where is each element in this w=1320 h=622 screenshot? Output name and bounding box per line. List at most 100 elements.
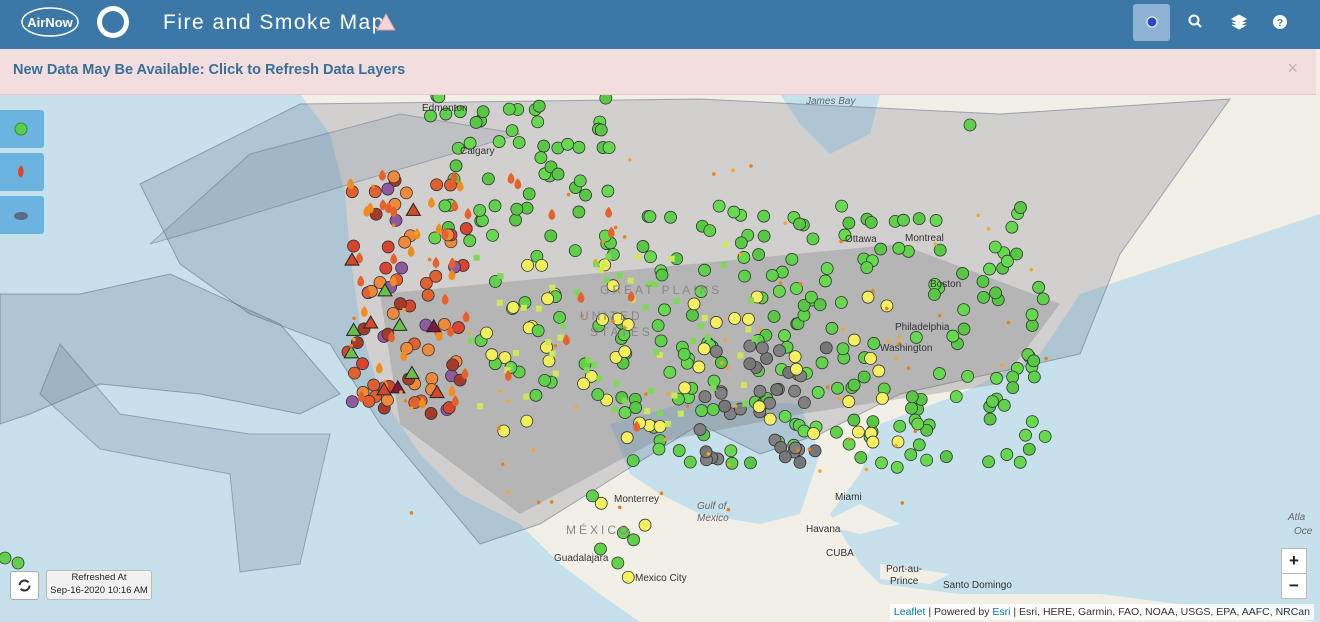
marker[interactable]	[452, 321, 465, 334]
marker[interactable]	[765, 268, 779, 282]
marker[interactable]	[506, 399, 511, 404]
marker[interactable]	[796, 448, 800, 453]
marker[interactable]	[437, 318, 451, 331]
marker[interactable]	[644, 250, 657, 264]
marker[interactable]	[404, 365, 420, 379]
marker[interactable]	[381, 240, 395, 254]
marker[interactable]	[788, 441, 802, 455]
marker[interactable]	[861, 290, 875, 304]
marker[interactable]	[549, 284, 556, 291]
marker[interactable]	[793, 217, 806, 231]
marker[interactable]	[645, 281, 652, 288]
marker[interactable]	[385, 202, 392, 214]
marker[interactable]	[403, 399, 408, 403]
marker[interactable]	[1038, 430, 1052, 443]
marker[interactable]	[712, 199, 726, 213]
marker[interactable]	[655, 268, 669, 282]
marker[interactable]	[450, 171, 458, 183]
marker[interactable]	[830, 425, 843, 439]
marker[interactable]	[825, 321, 839, 335]
marker[interactable]	[381, 182, 395, 196]
marker[interactable]	[709, 344, 723, 358]
marker[interactable]	[497, 426, 501, 431]
marker[interactable]	[770, 383, 784, 397]
marker[interactable]	[912, 212, 926, 226]
marker[interactable]	[897, 213, 910, 227]
marker[interactable]	[1027, 354, 1041, 368]
marker[interactable]	[841, 326, 845, 331]
marker[interactable]	[633, 420, 641, 432]
marker[interactable]	[690, 338, 697, 345]
marker[interactable]	[671, 392, 678, 399]
marker[interactable]	[357, 275, 365, 287]
marker[interactable]	[506, 363, 513, 370]
marker[interactable]	[594, 542, 607, 556]
marker[interactable]	[419, 276, 433, 290]
marker[interactable]	[745, 326, 752, 333]
marker[interactable]	[748, 297, 755, 304]
marker[interactable]	[983, 412, 997, 426]
marker[interactable]	[441, 293, 449, 305]
marker[interactable]	[753, 384, 767, 398]
marker[interactable]	[807, 427, 821, 440]
marker[interactable]	[1025, 308, 1039, 322]
marker[interactable]	[1006, 381, 1020, 395]
marker[interactable]	[772, 284, 786, 298]
marker[interactable]	[694, 285, 708, 298]
marker[interactable]	[611, 406, 618, 413]
marker[interactable]	[819, 274, 832, 288]
marker[interactable]	[442, 401, 456, 415]
marker[interactable]	[834, 296, 848, 309]
marker[interactable]	[847, 437, 851, 441]
marker[interactable]	[642, 304, 649, 311]
marker[interactable]	[343, 344, 360, 359]
marker[interactable]	[560, 323, 567, 330]
marker[interactable]	[507, 172, 515, 184]
marker[interactable]	[742, 400, 749, 407]
marker[interactable]	[653, 348, 660, 355]
marker[interactable]	[1006, 320, 1011, 325]
marker[interactable]	[585, 357, 592, 364]
marker[interactable]	[909, 331, 923, 344]
marker[interactable]	[532, 99, 546, 113]
marker[interactable]	[616, 272, 623, 279]
marker[interactable]	[542, 354, 556, 368]
marker[interactable]	[449, 159, 463, 173]
marker[interactable]	[900, 501, 905, 505]
marker[interactable]	[852, 425, 865, 439]
marker[interactable]	[819, 341, 833, 355]
marker[interactable]	[347, 239, 360, 253]
marker[interactable]	[911, 417, 925, 431]
marker[interactable]	[897, 335, 901, 340]
marker[interactable]	[594, 496, 608, 510]
marker[interactable]	[693, 423, 707, 436]
marker[interactable]	[692, 360, 706, 374]
marker[interactable]	[866, 435, 880, 449]
marker[interactable]	[710, 384, 717, 391]
marker[interactable]	[602, 141, 616, 155]
marker[interactable]	[643, 210, 657, 223]
marker[interactable]	[797, 396, 811, 410]
marker[interactable]	[391, 317, 408, 331]
marker[interactable]	[658, 303, 671, 317]
marker[interactable]	[760, 352, 773, 365]
marker[interactable]	[1000, 448, 1014, 461]
marker[interactable]	[1019, 428, 1032, 442]
marker[interactable]	[956, 267, 970, 280]
marker[interactable]	[529, 388, 543, 402]
marker[interactable]	[807, 447, 812, 452]
marker[interactable]	[874, 242, 888, 256]
marker[interactable]	[469, 116, 483, 129]
marker[interactable]	[512, 136, 526, 149]
marker[interactable]	[498, 389, 502, 394]
marker[interactable]	[563, 334, 570, 346]
marker[interactable]	[617, 505, 622, 510]
marker[interactable]	[506, 301, 520, 314]
marker[interactable]	[806, 232, 820, 246]
marker[interactable]	[758, 327, 763, 331]
marker[interactable]	[644, 408, 651, 415]
marker[interactable]	[752, 400, 766, 414]
marker[interactable]	[497, 424, 511, 438]
marker[interactable]	[778, 450, 792, 464]
marker[interactable]	[379, 169, 386, 181]
